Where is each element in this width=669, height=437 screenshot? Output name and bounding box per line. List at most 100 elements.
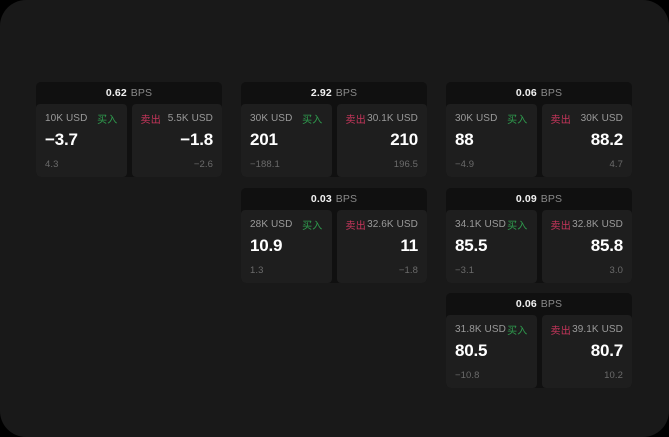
sell-price: 210: [390, 130, 418, 149]
buy-delta: 4.3: [45, 159, 59, 170]
buy-panel[interactable]: 30K USD 买入 88 −4.9: [446, 104, 537, 177]
sell-action-label: 卖出: [140, 115, 161, 126]
buy-price: 201: [250, 130, 278, 149]
card-header: 0.06 BPS: [446, 82, 632, 104]
sell-delta: −2.6: [193, 159, 213, 170]
sell-panel-header: 卖出 32.6K USD: [345, 218, 419, 232]
buy-action-label: 买入: [507, 221, 528, 232]
sell-price: 85.8: [590, 236, 623, 255]
buy-size-label: 10K USD: [45, 113, 88, 124]
quote-card[interactable]: 0.09 BPS 34.1K USD 买入 85.5 −3.1 卖出: [446, 188, 632, 283]
buy-size-label: 28K USD: [250, 219, 293, 230]
sell-panel[interactable]: 卖出 32.8K USD 85.8 3.0: [541, 210, 632, 283]
sell-price: 88.2: [590, 130, 623, 149]
buy-delta: −188.1: [250, 159, 280, 170]
sell-delta: 3.0: [609, 265, 623, 276]
sell-size-label: 5.5K USD: [167, 113, 213, 124]
sell-panel[interactable]: 卖出 5.5K USD −1.8 −2.6: [131, 104, 222, 177]
buy-panel[interactable]: 10K USD 买入 −3.7 4.3: [36, 104, 127, 177]
sell-price: −1.8: [180, 130, 213, 149]
card-body: 10K USD 买入 −3.7 4.3 卖出 5.5K USD −1.8 −2.…: [36, 104, 222, 177]
quote-card[interactable]: 0.06 BPS 30K USD 买入 88 −4.9 卖出: [446, 82, 632, 177]
sell-panel-header: 卖出 39.1K USD: [550, 323, 624, 337]
buy-panel[interactable]: 28K USD 买入 10.9 1.3: [241, 210, 332, 283]
buy-panel-header: 34.1K USD 买入: [455, 218, 528, 232]
buy-panel[interactable]: 34.1K USD 买入 85.5 −3.1: [446, 210, 537, 283]
sell-panel-header: 卖出 30K USD: [550, 112, 624, 126]
buy-panel[interactable]: 30K USD 买入 201 −188.1: [241, 104, 332, 177]
quote-card[interactable]: 2.92 BPS 30K USD 买入 201 −188.1 卖出: [241, 82, 427, 177]
spread-unit: BPS: [335, 87, 358, 99]
spread-unit: BPS: [130, 87, 153, 99]
quote-card-grid: 0.62 BPS 10K USD 买入 −3.7 4.3 卖出: [36, 82, 637, 388]
buy-delta: −3.1: [455, 265, 475, 276]
buy-price: −3.7: [45, 130, 78, 149]
quote-card[interactable]: 0.03 BPS 28K USD 买入 10.9 1.3 卖出: [241, 188, 427, 283]
buy-size-label: 30K USD: [250, 113, 293, 124]
buy-action-label: 买入: [97, 115, 118, 126]
sell-price: 11: [400, 236, 418, 255]
card-header: 2.92 BPS: [241, 82, 427, 104]
spread-unit: BPS: [335, 193, 358, 205]
spread-value: 0.09: [515, 193, 537, 205]
buy-size-label: 31.8K USD: [455, 324, 506, 335]
sell-size-label: 30K USD: [580, 113, 623, 124]
card-body: 30K USD 买入 201 −188.1 卖出 30.1K USD 210 1…: [241, 104, 427, 177]
buy-panel-header: 30K USD 买入: [250, 112, 323, 126]
sell-delta: −1.8: [398, 265, 418, 276]
sell-delta: 10.2: [604, 370, 623, 381]
card-header: 0.62 BPS: [36, 82, 222, 104]
sell-action-label: 卖出: [345, 221, 366, 232]
spread-value: 0.06: [515, 87, 537, 99]
sell-price: 80.7: [590, 341, 623, 360]
buy-panel[interactable]: 31.8K USD 买入 80.5 −10.8: [446, 315, 537, 388]
spread-value: 2.92: [310, 87, 332, 99]
card-body: 30K USD 买入 88 −4.9 卖出 30K USD 88.2 4.7: [446, 104, 632, 177]
sell-size-label: 39.1K USD: [572, 324, 623, 335]
buy-panel-header: 28K USD 买入: [250, 218, 323, 232]
buy-action-label: 买入: [302, 115, 323, 126]
buy-action-label: 买入: [507, 326, 528, 337]
card-header: 0.09 BPS: [446, 188, 632, 210]
sell-panel-header: 卖出 32.8K USD: [550, 218, 624, 232]
buy-price: 80.5: [455, 341, 488, 360]
sell-delta: 196.5: [393, 159, 418, 170]
buy-delta: −10.8: [455, 370, 480, 381]
sell-panel-header: 卖出 30.1K USD: [345, 112, 419, 126]
buy-price: 85.5: [455, 236, 488, 255]
sell-action-label: 卖出: [550, 221, 571, 232]
card-header: 0.06 BPS: [446, 293, 632, 315]
buy-action-label: 买入: [507, 115, 528, 126]
spread-unit: BPS: [540, 87, 563, 99]
quote-card[interactable]: 0.62 BPS 10K USD 买入 −3.7 4.3 卖出: [36, 82, 222, 177]
sell-panel[interactable]: 卖出 32.6K USD 11 −1.8: [336, 210, 427, 283]
quote-card[interactable]: 0.06 BPS 31.8K USD 买入 80.5 −10.8 卖: [446, 293, 632, 388]
buy-delta: 1.3: [250, 265, 264, 276]
spread-unit: BPS: [540, 193, 563, 205]
buy-size-label: 34.1K USD: [455, 219, 506, 230]
buy-panel-header: 30K USD 买入: [455, 112, 528, 126]
card-body: 31.8K USD 买入 80.5 −10.8 卖出 39.1K USD 80.…: [446, 315, 632, 388]
spread-value: 0.62: [105, 87, 127, 99]
buy-price: 88: [455, 130, 474, 149]
sell-panel[interactable]: 卖出 30K USD 88.2 4.7: [541, 104, 632, 177]
spread-value: 0.06: [515, 298, 537, 310]
sell-action-label: 卖出: [345, 115, 366, 126]
card-body: 28K USD 买入 10.9 1.3 卖出 32.6K USD 11 −1.8: [241, 210, 427, 283]
sell-action-label: 卖出: [550, 326, 571, 337]
card-body: 34.1K USD 买入 85.5 −3.1 卖出 32.8K USD 85.8…: [446, 210, 632, 283]
spread-unit: BPS: [540, 298, 563, 310]
spread-value: 0.03: [310, 193, 332, 205]
sell-delta: 4.7: [609, 159, 623, 170]
buy-delta: −4.9: [455, 159, 475, 170]
buy-panel-header: 31.8K USD 买入: [455, 323, 528, 337]
sell-panel[interactable]: 卖出 39.1K USD 80.7 10.2: [541, 315, 632, 388]
sell-panel[interactable]: 卖出 30.1K USD 210 196.5: [336, 104, 427, 177]
sell-panel-header: 卖出 5.5K USD: [140, 112, 214, 126]
buy-panel-header: 10K USD 买入: [45, 112, 118, 126]
buy-size-label: 30K USD: [455, 113, 498, 124]
buy-price: 10.9: [250, 236, 283, 255]
sell-size-label: 32.6K USD: [367, 219, 418, 230]
sell-action-label: 卖出: [550, 115, 571, 126]
